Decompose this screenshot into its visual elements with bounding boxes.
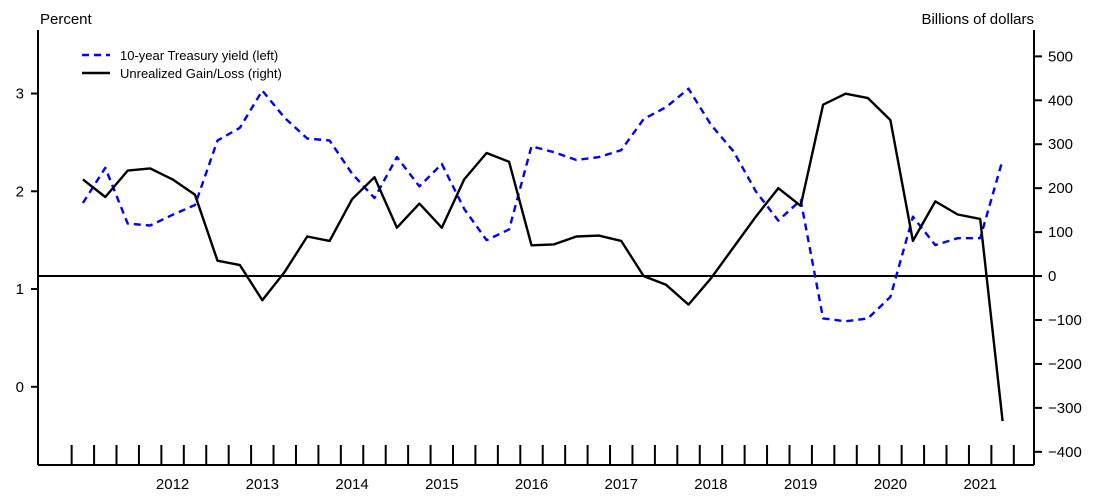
x-tick-label: 2018 <box>694 476 727 493</box>
left-tick-label: 3 <box>16 86 24 103</box>
right-axis: −400 −300 −200 −100 0 100 200 300 400 500 <box>1034 48 1082 461</box>
legend-label: 10-year Treasury yield (left) <box>120 48 278 63</box>
legend-label: Unrealized Gain/Loss (right) <box>120 66 282 81</box>
x-tick-label: 2016 <box>515 476 548 493</box>
x-tick-label: 2019 <box>784 476 817 493</box>
right-tick-label: 500 <box>1048 48 1073 65</box>
right-tick-label: −200 <box>1048 356 1082 373</box>
right-tick-label: −300 <box>1048 400 1082 417</box>
plot-frame <box>37 30 1035 466</box>
right-tick-label: −100 <box>1048 312 1082 329</box>
right-tick-label: 0 <box>1048 268 1056 285</box>
right-tick-label: −400 <box>1048 444 1082 461</box>
right-tick-label: 100 <box>1048 224 1073 241</box>
x-tick-label: 2017 <box>605 476 638 493</box>
x-tick-label: 2012 <box>156 476 189 493</box>
legend: 10-year Treasury yield (left) Unrealized … <box>82 48 282 81</box>
left-axis-label: Percent <box>40 11 93 28</box>
treasury-yield-line <box>81 87 1004 323</box>
left-tick-label: 1 <box>16 281 24 298</box>
right-axis-label: Billions of dollars <box>921 11 1034 28</box>
left-tick-label: 0 <box>16 379 24 396</box>
x-tick-label: 2014 <box>335 476 368 493</box>
left-tick-label: 2 <box>16 183 24 200</box>
x-tick-label: 2021 <box>963 476 996 493</box>
unrealized-gain-loss-line <box>82 92 1004 422</box>
left-axis: 0 1 2 3 <box>16 86 38 396</box>
x-tick-label: 2013 <box>246 476 279 493</box>
x-tick-label: 2015 <box>425 476 458 493</box>
x-axis: 2012 2013 2014 2015 2016 2017 2018 2019 2020 2021 <box>70 445 1015 493</box>
right-tick-label: 300 <box>1048 136 1073 153</box>
x-tick-label: 2020 <box>874 476 907 493</box>
right-tick-label: 200 <box>1048 180 1073 197</box>
series-group <box>81 87 1004 422</box>
right-tick-label: 400 <box>1048 92 1073 109</box>
